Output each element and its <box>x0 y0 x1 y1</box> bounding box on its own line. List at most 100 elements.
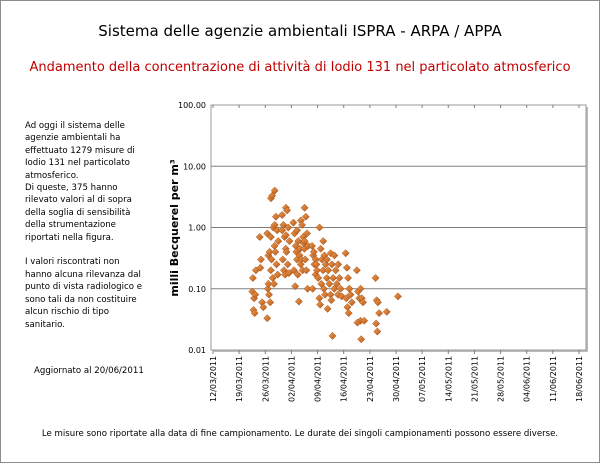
data-point <box>315 223 324 232</box>
data-point <box>278 211 287 219</box>
data-point <box>266 266 275 275</box>
data-point <box>334 290 342 299</box>
x-tick-label: 07/05/2011 <box>418 356 427 402</box>
data-point <box>332 279 341 288</box>
data-point <box>335 274 344 282</box>
data-point <box>313 266 321 275</box>
data-point <box>278 226 287 235</box>
data-point <box>291 282 300 291</box>
data-point <box>373 298 382 307</box>
data-point <box>271 212 280 221</box>
x-tick-label: 11/06/2011 <box>549 356 558 402</box>
data-point <box>294 237 303 246</box>
data-point <box>308 241 316 250</box>
data-point <box>327 260 336 269</box>
data-point <box>283 260 292 269</box>
data-point <box>293 270 302 279</box>
data-point <box>344 309 353 318</box>
data-point <box>270 186 279 195</box>
y-axis-label: milli Becquerel per m³ <box>168 159 181 296</box>
data-point <box>274 237 283 246</box>
data-point <box>284 269 293 278</box>
data-point <box>346 290 355 299</box>
x-tick-label: 26/03/2011 <box>261 356 270 402</box>
data-point <box>316 244 325 253</box>
data-point <box>256 255 265 264</box>
updated-date: Aggiornato al 20/06/2011 <box>34 366 144 376</box>
x-tick-label: 04/06/2011 <box>523 356 532 402</box>
data-point <box>344 274 353 282</box>
data-point <box>250 309 259 318</box>
data-point <box>248 274 257 282</box>
x-tick-label: 19/03/2011 <box>235 356 244 402</box>
data-point <box>294 297 303 306</box>
data-point <box>255 233 264 241</box>
data-point <box>270 279 278 288</box>
data-point <box>393 292 402 301</box>
data-point <box>328 331 337 340</box>
data-point <box>293 226 302 235</box>
data-point <box>273 270 282 279</box>
data-point <box>301 255 310 264</box>
data-point <box>323 255 331 264</box>
data-point <box>265 290 273 299</box>
y-tick-label: 10.00 <box>183 162 206 171</box>
data-point <box>372 319 381 328</box>
data-point <box>322 274 331 282</box>
data-point <box>334 260 343 269</box>
data-point <box>342 294 351 303</box>
data-point <box>359 298 367 307</box>
y-tick-label: 0.01 <box>188 346 206 355</box>
data-point <box>360 316 369 325</box>
data-point <box>259 303 268 312</box>
data-point <box>263 314 272 323</box>
data-point <box>321 290 329 299</box>
data-point <box>373 327 382 336</box>
data-point <box>337 292 346 301</box>
chart-title: Sistema delle agenzie ambientali ISPRA -… <box>98 22 502 40</box>
data-point <box>256 263 265 272</box>
y-tick-label: 100.00 <box>178 101 206 110</box>
x-tick-label: 18/06/2011 <box>575 356 584 402</box>
x-tick-label: 12/03/2011 <box>209 356 218 402</box>
data-point <box>284 223 293 232</box>
data-point <box>267 255 276 264</box>
data-point <box>356 284 365 293</box>
data-point <box>271 247 280 256</box>
data-point <box>375 309 384 318</box>
chart-subtitle: Andamento della concentrazione di attivi… <box>29 60 571 75</box>
data-point <box>282 247 291 256</box>
data-point <box>314 274 323 282</box>
data-point <box>270 221 279 229</box>
info-text: Ad oggi il sistema delle agenzie ambient… <box>25 121 142 330</box>
data-point <box>300 237 309 246</box>
data-point <box>312 260 321 269</box>
data-point <box>278 255 287 264</box>
x-tick-label: 09/04/2011 <box>314 356 323 402</box>
y-tick-label: 1.00 <box>188 224 206 233</box>
x-tick-label: 16/04/2011 <box>340 356 349 402</box>
data-point <box>309 247 318 256</box>
data-point <box>303 229 311 238</box>
data-point <box>264 279 273 288</box>
data-point <box>301 212 310 221</box>
data-point <box>272 260 281 269</box>
data-point <box>285 237 294 246</box>
x-tick-label: 02/04/2011 <box>287 356 296 402</box>
data-point <box>327 296 336 305</box>
data-point <box>325 279 334 288</box>
data-point <box>347 298 356 307</box>
x-tick-label: 23/04/2011 <box>366 356 375 402</box>
data-point <box>331 266 340 275</box>
data-point <box>382 307 391 316</box>
data-point <box>265 247 274 256</box>
data-point <box>267 233 275 241</box>
data-point <box>371 274 380 282</box>
x-tick-label: 30/04/2011 <box>392 356 401 402</box>
data-point <box>290 266 298 275</box>
footer-note: Le misure sono riportate alla data di fi… <box>41 429 559 439</box>
x-tick-label: 14/05/2011 <box>444 356 453 402</box>
data-point <box>323 304 332 313</box>
y-tick-label: 0.10 <box>188 285 206 294</box>
